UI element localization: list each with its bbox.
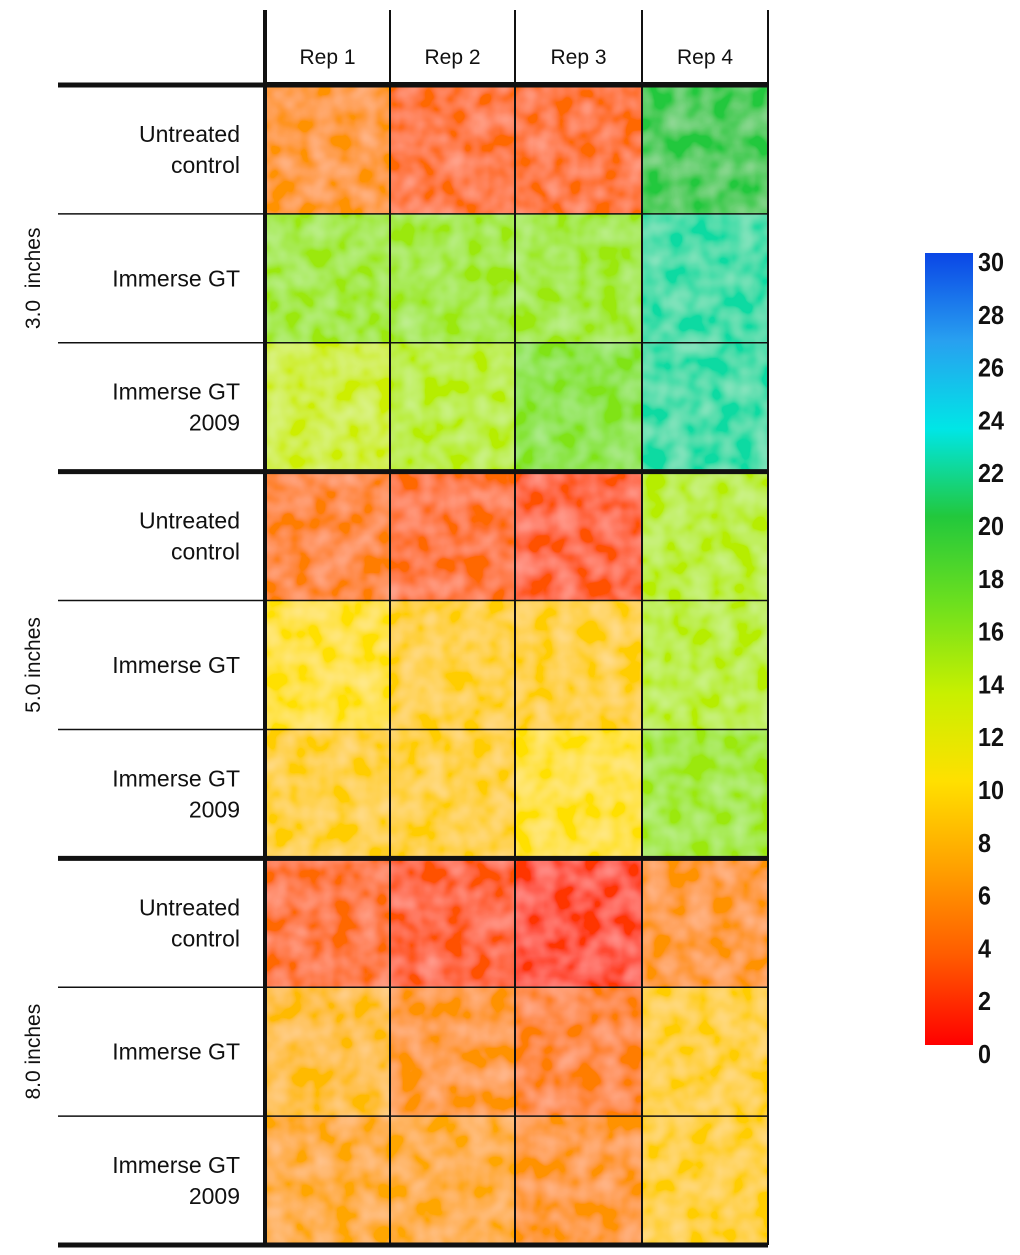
heatmap-cell (390, 85, 515, 214)
heatmap-cell (515, 213, 642, 343)
heatmap-cell (265, 213, 390, 343)
group-label: 8.0 inches (22, 1004, 45, 1100)
color-scale-tick: 20 (978, 511, 1004, 541)
row-label: Immerse GT 2009 (112, 379, 240, 436)
color-scale-tick: 8 (978, 828, 991, 858)
color-scale-tick: 24 (978, 405, 1004, 435)
column-label: Rep 2 (424, 46, 480, 69)
heatmap-cell (642, 85, 768, 214)
row-label: Untreated control (139, 121, 240, 178)
heatmap-cell (390, 729, 515, 859)
row-label: Immerse GT (112, 1039, 240, 1065)
group-labels: 3.0 inches 5.0 inches 8.0 inches (22, 228, 45, 1100)
row-label: Untreated control (139, 894, 240, 951)
group-label: 3.0 inches (22, 228, 45, 330)
color-scale-tick: 28 (978, 300, 1004, 330)
group-label: 5.0 inches (22, 617, 45, 713)
column-label: Rep 1 (299, 46, 355, 69)
color-scale-tick: 16 (978, 617, 1004, 647)
column-label: Rep 4 (677, 46, 733, 69)
heatmap-cell (642, 987, 768, 1117)
color-scale-tick: 26 (978, 353, 1004, 383)
heatmap-cell (390, 858, 515, 988)
heatmap-cell (390, 213, 515, 343)
plot-grid (58, 10, 769, 1248)
heatmap-cell (265, 987, 390, 1117)
heatmap-cell (642, 471, 768, 601)
heatmap-cell (390, 471, 515, 601)
heatmap-cell (515, 987, 642, 1117)
heatmap-cell (265, 342, 390, 472)
heatmap-cell (265, 1116, 390, 1245)
color-scale-tick: 0 (978, 1039, 991, 1069)
heatmap-cell (642, 1116, 768, 1245)
heatmap-cell (265, 600, 390, 730)
color-scale-bar (925, 253, 973, 1045)
heatmap-cells (265, 85, 768, 1245)
row-labels: Untreated control Immerse GT Immerse GT 2009… (112, 121, 240, 1209)
heatmap-cell (642, 729, 768, 859)
row-label: Immerse GT (112, 652, 240, 678)
heatmap-cell (642, 858, 768, 988)
column-header: Rep 1 Rep 2 Rep 3 Rep 4 (299, 46, 733, 69)
heatmap-cell (265, 729, 390, 859)
row-label: Immerse GT 2009 (112, 1152, 240, 1209)
row-label: Immerse GT 2009 (112, 765, 240, 822)
heatmap-cell (642, 213, 768, 343)
color-scale-tick: 14 (978, 669, 1004, 699)
heatmap-cell (642, 600, 768, 730)
heatmap-cell (515, 600, 642, 730)
heatmap-cell (390, 600, 515, 730)
color-scale-tick: 6 (978, 881, 991, 911)
color-scale-tick: 18 (978, 564, 1004, 594)
heatmap-cell (642, 342, 768, 472)
color-scale-tick: 2 (978, 986, 991, 1016)
color-scale-tick: 10 (978, 775, 1004, 805)
heatmap-cell (390, 342, 515, 472)
color-scale-tick: 4 (978, 933, 991, 963)
heatmap-cell (515, 85, 642, 214)
heatmap-cell (265, 471, 390, 601)
heatmap-cell (265, 858, 390, 988)
color-scale-tick: 30 (978, 247, 1004, 277)
heatmap-cell (515, 858, 642, 988)
column-label: Rep 3 (550, 46, 606, 69)
heatmap-cell (515, 471, 642, 601)
heatmap-cell (390, 1116, 515, 1245)
row-label: Untreated control (139, 508, 240, 565)
color-scale-tick: 22 (978, 458, 1004, 488)
heatmap-cell (390, 987, 515, 1117)
heatmap-cell (515, 729, 642, 859)
heatmap-cell (515, 342, 642, 472)
heatmap-cell (265, 85, 390, 214)
heatmap-cell (515, 1116, 642, 1245)
color-scale-tick: 12 (978, 722, 1004, 752)
row-label: Immerse GT (112, 265, 240, 291)
